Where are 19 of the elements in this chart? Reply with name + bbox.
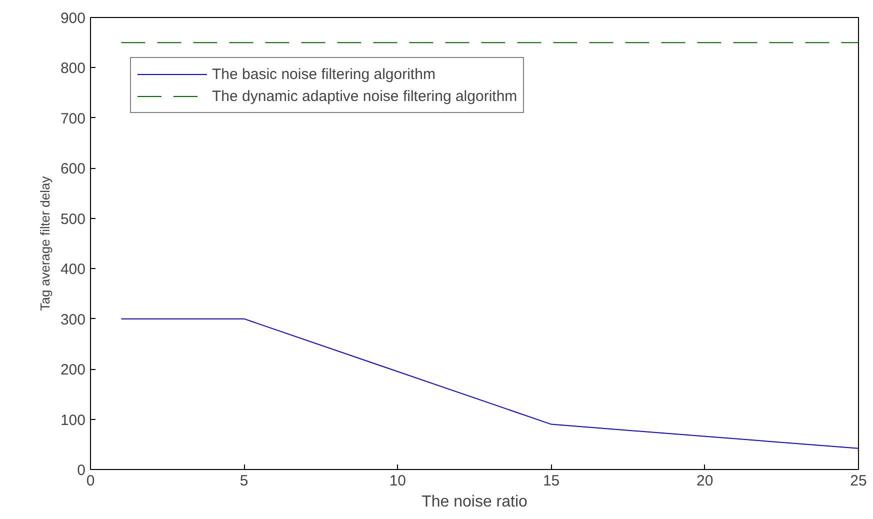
x-tick-label: 25	[850, 472, 867, 490]
y-tick-label: 700	[60, 110, 86, 128]
x-tick-label: 20	[696, 472, 714, 490]
y-tick-label: 100	[60, 412, 86, 429]
x-tick-label: 15	[542, 472, 560, 490]
y-tick-label: 200	[60, 362, 86, 379]
x-axis-title: The noise ratio	[422, 494, 528, 510]
y-tick-label: 300	[60, 311, 86, 328]
y-tick-label: 0	[77, 462, 86, 479]
x-tick-label: 5	[240, 472, 248, 490]
y-tick-label: 500	[60, 210, 86, 228]
y-tick-label: 900	[60, 10, 86, 27]
y-tick-label: 600	[60, 160, 86, 178]
legend-label: The basic noise filtering algorithm	[212, 66, 436, 82]
legend-label: The dynamic adaptive noise filtering algorithm	[212, 88, 518, 104]
y-axis-title: Tag average filter delay	[37, 176, 52, 311]
y-tick-label: 800	[60, 60, 86, 78]
x-tick-label: 10	[389, 472, 406, 490]
y-tick-label: 400	[60, 261, 86, 278]
